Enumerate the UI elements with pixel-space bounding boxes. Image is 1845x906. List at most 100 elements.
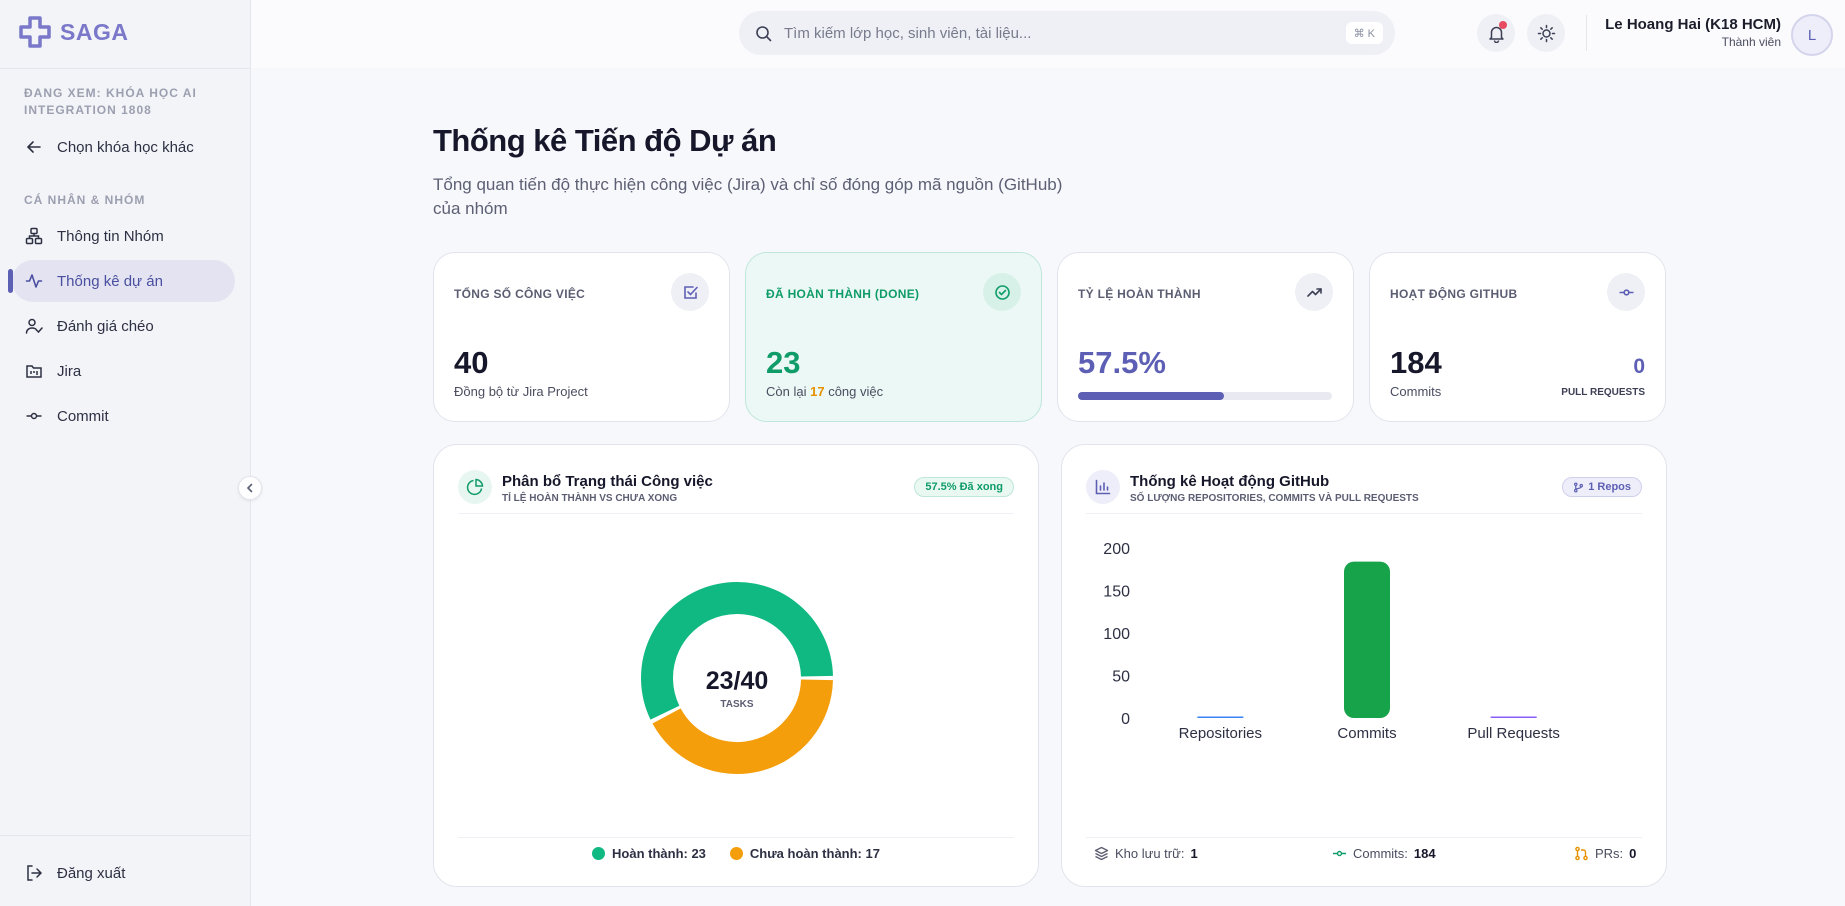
footer-commits-value: 184: [1413, 846, 1436, 861]
footer-prs-label: PRs:: [1595, 846, 1624, 861]
foot-prefix: Còn lại: [766, 384, 807, 399]
y-tick-label: 0: [1121, 711, 1130, 728]
x-tick-label: Repositories: [1179, 725, 1262, 742]
panel-subtitle: TỈ LỆ HOÀN THÀNH VS CHƯA XONG: [502, 493, 678, 504]
stat-label: TỶ LỆ HOÀN THÀNH: [1078, 287, 1201, 301]
sidebar-item-peer-review[interactable]: Đánh giá chéo: [12, 305, 235, 347]
legend-label: Chưa hoàn thành: 17: [749, 846, 880, 861]
footer-prs: PRs: 0: [1574, 846, 1636, 861]
layers-icon: [1094, 846, 1109, 861]
trending-up-icon: [1306, 287, 1322, 297]
stat-value: 23: [766, 345, 801, 380]
stat-footnote: Đồng bộ từ Jira Project: [454, 384, 588, 399]
stat-card-total-tasks: TỔNG SỐ CÔNG VIỆC 40 Đồng bộ từ Jira Pro…: [433, 252, 730, 422]
divider: [1586, 15, 1587, 51]
foot-suffix: công việc: [828, 384, 884, 399]
divider: [1086, 513, 1642, 514]
pull-request-label: PULL REQUESTS: [1561, 387, 1645, 398]
commit-icon: [1619, 288, 1633, 296]
sidebar-item-project-stats[interactable]: Thống kê dự án: [8, 260, 235, 302]
commit-icon: [1333, 850, 1346, 857]
sidebar-item-commit[interactable]: Commit: [12, 395, 235, 437]
github-bar-chart: 0 50 100 150 200 Repositories Commits Pull Req…: [1103, 541, 1560, 742]
search-icon: [756, 25, 772, 41]
sidebar-item-label: Thông tin Nhóm: [57, 227, 164, 245]
avatar[interactable]: L: [1791, 14, 1833, 56]
panel-icon-wrapper: [1086, 470, 1120, 504]
y-tick-label: 200: [1103, 541, 1130, 558]
sidebar-item-label: Commit: [57, 407, 109, 425]
app-logo[interactable]: SAGA: [18, 15, 128, 49]
legend-dot: [729, 847, 743, 860]
sidebar-item-team-info[interactable]: Thông tin Nhóm: [12, 215, 235, 257]
stat-card-completion-rate: TỶ LỆ HOÀN THÀNH 57.5%: [1057, 252, 1354, 422]
page-subtitle: Tổng quan tiến độ thực hiện công việc (J…: [433, 175, 1063, 218]
arrow-left-icon: [26, 141, 41, 153]
bell-icon: [1488, 26, 1504, 43]
search-input[interactable]: [784, 24, 1324, 42]
sidebar-item-label: Jira: [57, 362, 82, 380]
stat-value: 57.5%: [1078, 345, 1166, 380]
footer-commits-label: Commits:: [1353, 846, 1408, 861]
panel-subtitle: SỐ LƯỢNG REPOSITORIES, COMMITS VÀ PULL R…: [1130, 493, 1419, 504]
logout-button[interactable]: Đăng xuất: [12, 852, 235, 894]
panel-title: Thống kê Hoạt động GitHub: [1130, 473, 1330, 490]
progress-fill: [1078, 392, 1225, 400]
logo-icon: [19, 16, 51, 48]
y-tick-label: 150: [1103, 584, 1130, 601]
donut-center-value: 23/40: [706, 667, 769, 695]
pie-chart-icon: [466, 478, 484, 496]
sidebar-item-label: Đánh giá chéo: [57, 317, 154, 335]
stat-card-github-activity: HOẠT ĐỘNG GITHUB 184 Commits 0 PULL REQU…: [1369, 252, 1666, 422]
choose-course-label: Chọn khóa học khác: [57, 138, 194, 156]
completion-badge: 57.5% Đã xong: [914, 477, 1014, 497]
stat-value: 40: [454, 345, 489, 380]
bar-chart-icon: [1095, 479, 1111, 495]
bar-repositories[interactable]: [1197, 716, 1244, 719]
theme-toggle-button[interactable]: [1527, 14, 1565, 52]
donut-center-label: TASKS: [720, 699, 753, 710]
repos-badge: 1 Repos: [1562, 477, 1642, 497]
notifications-button[interactable]: [1477, 14, 1515, 52]
activity-icon: [25, 274, 43, 288]
y-tick-label: 50: [1112, 669, 1130, 686]
search-bar[interactable]: ⌘ K: [739, 11, 1395, 55]
footer-repos-value: 1: [1190, 846, 1198, 861]
folder-kanban-icon: [26, 365, 42, 378]
bar-pull-requests[interactable]: [1490, 716, 1537, 719]
x-tick-label: Pull Requests: [1467, 725, 1560, 742]
legend-item-done: Hoàn thành: 23: [592, 846, 706, 861]
square-check-icon: [683, 285, 698, 299]
donut-slice-todo[interactable]: [652, 678, 833, 774]
logout-icon: [27, 865, 43, 881]
user-name: Le Hoang Hai (K18 HCM): [1605, 16, 1781, 33]
stat-icon-wrapper: [1607, 273, 1645, 311]
stat-footnote: Còn lại 17 công việc: [766, 384, 883, 399]
network-icon: [25, 227, 43, 245]
donut-chart: 23/40 TASKS: [641, 582, 833, 774]
stat-label: TỔNG SỐ CÔNG VIỆC: [454, 287, 586, 301]
divider: [458, 513, 1014, 514]
repos-badge-label: 1 Repos: [1588, 481, 1631, 493]
page-title: Thống kê Tiến độ Dự án: [433, 123, 777, 158]
git-branch-icon: [1574, 482, 1584, 492]
donut-slice-done[interactable]: [641, 582, 833, 720]
panel-icon-wrapper: [458, 470, 492, 504]
choose-course-link[interactable]: Chọn khóa học khác: [12, 126, 235, 168]
collapse-sidebar-button[interactable]: [238, 476, 262, 500]
logout-label: Đăng xuất: [57, 864, 126, 882]
sidebar-item-jira[interactable]: Jira: [12, 350, 235, 392]
footer-repos-label: Kho lưu trữ:: [1115, 846, 1185, 861]
footer-commits: Commits: 184: [1332, 846, 1436, 861]
chart-legend: Hoàn thành: 23 Chưa hoàn thành: 17: [434, 846, 1038, 861]
remaining-count: 17: [810, 384, 825, 399]
stat-label: ĐÃ HOÀN THÀNH (DONE): [766, 287, 920, 301]
footer-repos: Kho lưu trữ: 1: [1094, 846, 1198, 861]
bar-commits[interactable]: [1344, 561, 1390, 718]
notification-dot: [1499, 21, 1507, 29]
task-status-panel: Phân bổ Trạng thái Công việc TỈ LỆ HOÀN …: [433, 444, 1039, 887]
circle-check-icon: [994, 284, 1010, 300]
completion-progress-bar: [1078, 392, 1332, 400]
divider: [1086, 837, 1642, 838]
chevron-left-icon: [246, 483, 253, 493]
